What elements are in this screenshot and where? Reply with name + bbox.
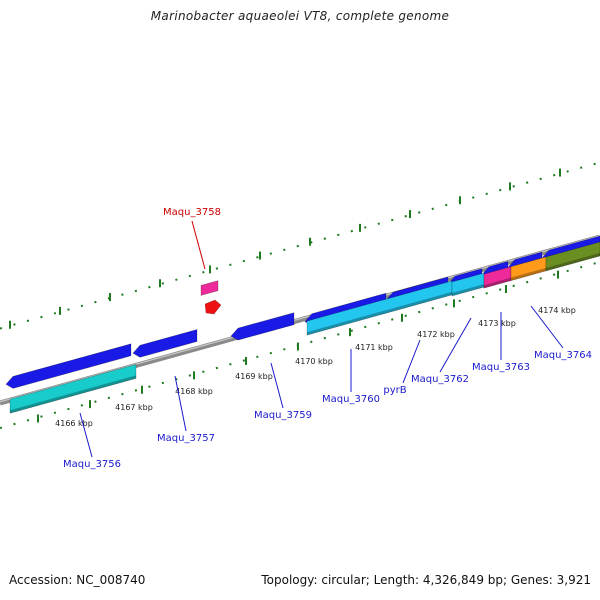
genome-summary-text: Topology: circular; Length: 4,326,849 bp… [261, 573, 591, 587]
scale-label: 4170 kbp [295, 357, 333, 366]
scale-label: 4168 kbp [175, 387, 213, 396]
leader-line [191, 220, 206, 270]
scale-label: 4166 kbp [55, 419, 93, 428]
cds-band-maqu-3760-shade [307, 291, 452, 336]
map-title: Marinobacter aquaeolei VT8, complete gen… [150, 9, 450, 23]
leader-line [439, 317, 472, 373]
cds-band-maqu-3763-shade [511, 267, 546, 281]
scale-label: 4167 kbp [115, 403, 153, 412]
scale-dots-upper [0, 161, 600, 330]
tracks-layer [0, 161, 600, 429]
gene-arrow-maqu-3756 [5, 343, 132, 389]
scale-label: 4172 kbp [417, 330, 455, 339]
scale-dots-lower [0, 261, 600, 429]
scale-label: 4169 kbp [235, 372, 273, 381]
genome-backbone-highlight [0, 235, 600, 403]
pseudo-gene-maqu-3758 [204, 299, 222, 315]
gene-label: Maqu_3764 [534, 350, 592, 361]
leader-line [174, 375, 187, 432]
scale-label: 4174 kbp [538, 306, 576, 315]
gene-label: Maqu_3760 [322, 394, 380, 405]
cds-band-maqu-3756 [9, 364, 137, 414]
gene-block-maqu-3758 [200, 280, 219, 296]
accession-text: Accession: NC_008740 [9, 573, 146, 587]
scale-label: 4171 kbp [355, 343, 393, 352]
leader-line [402, 339, 421, 384]
leader-line [270, 362, 284, 409]
leader-line [79, 412, 93, 458]
gene-label: Maqu_3756 [63, 459, 121, 470]
scale-label: 4173 kbp [478, 319, 516, 328]
cds-band-maqu-3756-shade [10, 375, 136, 414]
cds-band-maqu-3760 [306, 280, 453, 336]
gene-label: pyrB [383, 385, 406, 396]
cds-band-pyrB-shade [452, 284, 484, 296]
cds-band-maqu-3762-shade [484, 277, 511, 289]
gene-label: Maqu_3763 [472, 362, 530, 373]
gene-label: Maqu_3757 [157, 433, 215, 444]
gene-label: Maqu_3758 [163, 207, 221, 218]
gene-arrow-maqu-3757 [132, 329, 198, 358]
gene-label: Maqu_3759 [254, 410, 312, 421]
cds-band-maqu-3764 [545, 241, 600, 272]
leader-line [530, 305, 564, 349]
labels-layer: 4166 kbp 4167 kbp 4168 kbp 4169 kbp 4170 kbp… [55, 207, 592, 470]
gene-label: Maqu_3762 [411, 374, 469, 385]
cds-band-maqu-3764-shade [546, 253, 600, 271]
cds-band-pyrB [451, 272, 485, 297]
gene-arrow-maqu-3759 [230, 312, 295, 341]
